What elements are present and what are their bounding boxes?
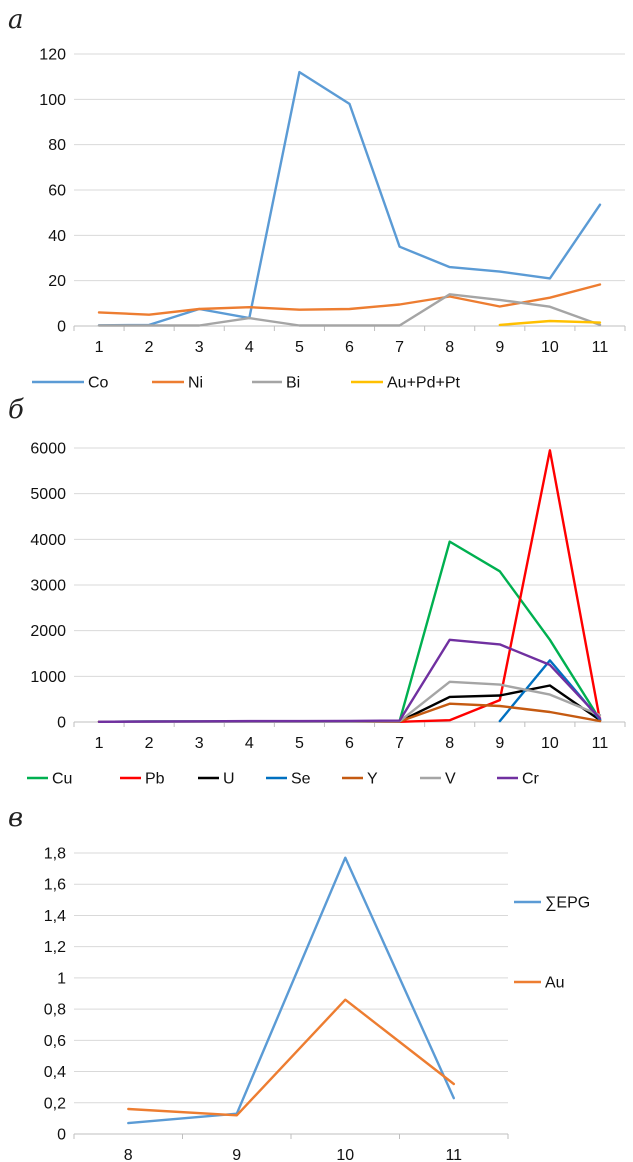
x-tick-label: 9 <box>495 735 504 752</box>
y-tick-label: 0,8 <box>44 1002 66 1019</box>
chart-panel-1: а 0 20 40 60 80 100 120 1 2 3 4 5 6 7 8 9 10 11 Co Ni Bi Au+Pd… <box>8 5 626 392</box>
series-line-Co <box>97 70 602 327</box>
panel-label: б <box>8 395 24 425</box>
x-tick-label: 10 <box>541 735 559 752</box>
x-tick-label: 8 <box>445 339 454 356</box>
legend-label: Au <box>545 975 565 992</box>
series-line-Pb <box>97 449 602 723</box>
chart-panel-3: в 0 0,2 0,4 0,6 0,8 1 1,2 1,4 1,6 1,8 8 9 10 11 ∑EPG Au <box>8 803 590 1162</box>
series-line-Cr <box>97 638 602 723</box>
chart-panel-2: б 0 1000 2000 3000 4000 5000 6000 1 2 3 4 5 6 7 8 9 10 11 C… <box>8 395 626 788</box>
x-tick-label: 9 <box>495 339 504 356</box>
series-line-∑EPG <box>127 856 455 1125</box>
x-tick-label: 1 <box>95 339 104 356</box>
y-tick-label: 6000 <box>30 441 66 458</box>
y-tick-label: 20 <box>48 273 66 290</box>
y-tick-label: 1,4 <box>44 908 66 925</box>
x-tick-label: 4 <box>245 735 254 752</box>
x-tick-label: 8 <box>124 1147 133 1162</box>
series-line-Bi <box>97 293 602 327</box>
x-tick-label: 10 <box>336 1147 354 1162</box>
x-tick-label: 3 <box>195 735 204 752</box>
legend-label: Y <box>367 771 378 788</box>
series-line-Ni <box>97 283 602 316</box>
series-line-V <box>97 680 602 723</box>
y-tick-label: 0,6 <box>44 1033 66 1050</box>
y-tick-label: 5000 <box>30 486 66 503</box>
y-tick-label: 60 <box>48 183 66 200</box>
legend-label: Ni <box>188 375 203 392</box>
y-tick-label: 80 <box>48 137 66 154</box>
panel-label: в <box>8 803 23 833</box>
x-tick-label: 5 <box>295 735 304 752</box>
x-tick-label: 11 <box>445 1147 462 1162</box>
y-tick-label: 1,2 <box>44 939 66 956</box>
legend-label: Cu <box>52 771 72 788</box>
panel-label: а <box>8 5 24 35</box>
x-tick-label: 4 <box>245 339 254 356</box>
legend-label: Se <box>291 771 311 788</box>
series-line-Au+Pd+Pt <box>498 319 602 327</box>
x-tick-label: 5 <box>295 339 304 356</box>
y-tick-label: 0 <box>57 319 66 336</box>
legend-label: V <box>445 771 456 788</box>
x-tick-label: 3 <box>195 339 204 356</box>
x-tick-label: 2 <box>145 735 154 752</box>
legend-label: Pb <box>145 771 165 788</box>
x-tick-label: 7 <box>395 339 404 356</box>
y-tick-label: 0,2 <box>44 1095 66 1112</box>
x-tick-label: 6 <box>345 339 354 356</box>
legend-label: U <box>223 771 235 788</box>
y-tick-label: 0 <box>57 1127 66 1144</box>
y-tick-label: 100 <box>39 92 66 109</box>
legend: Co Ni Bi Au+Pd+Pt <box>32 375 461 392</box>
y-tick-label: 120 <box>39 47 66 64</box>
y-tick-label: 2000 <box>30 623 66 640</box>
y-tick-label: 1000 <box>30 669 66 686</box>
legend-label: Co <box>88 375 109 392</box>
legend: ∑EPG Au <box>514 895 590 992</box>
y-tick-label: 4000 <box>30 532 66 549</box>
legend-label: Bi <box>286 375 300 392</box>
x-tick-label: 10 <box>541 339 559 356</box>
x-tick-label: 11 <box>592 339 609 356</box>
legend: Cu Pb U Se Y V Cr <box>27 771 540 788</box>
x-tick-label: 11 <box>592 735 609 752</box>
legend-label: Au+Pd+Pt <box>387 375 461 392</box>
y-tick-label: 3000 <box>30 578 66 595</box>
legend-label: ∑EPG <box>545 895 590 912</box>
x-tick-label: 9 <box>232 1147 241 1162</box>
x-tick-label: 2 <box>145 339 154 356</box>
y-tick-label: 1 <box>57 970 66 987</box>
y-tick-label: 1,8 <box>44 846 66 863</box>
series-line-Cu <box>97 540 602 723</box>
legend-label: Cr <box>522 771 540 788</box>
y-tick-label: 0 <box>57 715 66 732</box>
x-tick-label: 1 <box>95 735 104 752</box>
series-line-Y <box>97 702 602 723</box>
y-tick-label: 40 <box>48 228 66 245</box>
y-tick-label: 1,6 <box>44 877 66 894</box>
series-line-Au <box>127 998 455 1117</box>
x-tick-label: 8 <box>445 735 454 752</box>
x-tick-label: 6 <box>345 735 354 752</box>
x-tick-label: 7 <box>395 735 404 752</box>
y-tick-label: 0,4 <box>44 1064 66 1081</box>
